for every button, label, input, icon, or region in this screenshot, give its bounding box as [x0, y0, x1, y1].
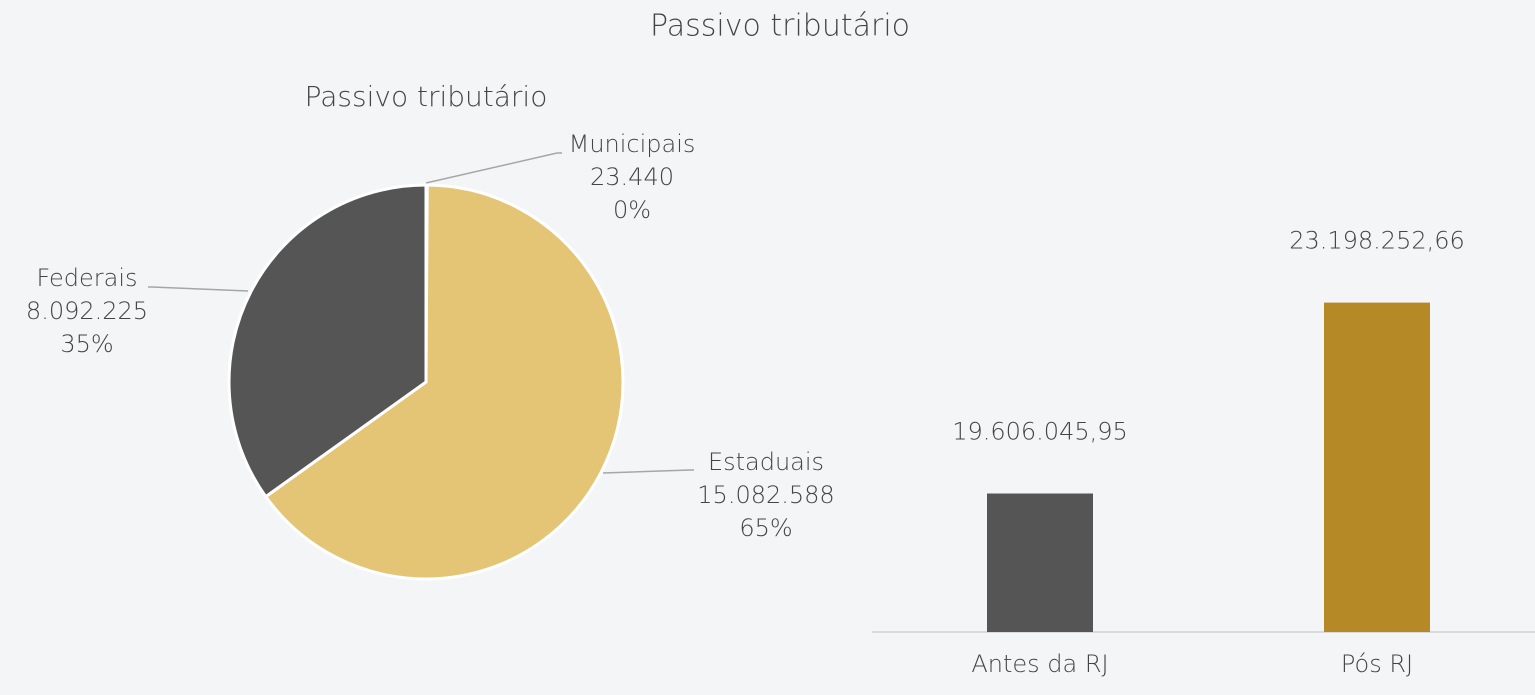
- bar-value-label: 19.606.045,95: [952, 418, 1128, 446]
- slice-value-label: 23.440: [590, 163, 674, 191]
- slice-label: Estaduais: [708, 448, 824, 476]
- leader-line: [425, 152, 562, 184]
- x-tick-label: Antes da RJ: [971, 650, 1108, 678]
- pie-slice: [227, 183, 428, 499]
- bar: [987, 493, 1093, 632]
- slice-label: Municipais: [569, 130, 696, 158]
- bar: [1324, 302, 1430, 632]
- pie-title: Passivo tributário: [305, 80, 548, 113]
- x-tick-label: Pós RJ: [1341, 650, 1413, 678]
- pie-slice: [263, 183, 625, 581]
- page-title: Passivo tributário: [650, 9, 910, 44]
- bar-value-label: 23.198.252,66: [1289, 227, 1465, 255]
- leader-line: [148, 286, 249, 292]
- slice-percent-label: 65%: [739, 514, 792, 542]
- leader-line: [602, 469, 694, 474]
- slice-percent-label: 0%: [613, 196, 651, 224]
- slice-value-label: 15.082.588: [697, 481, 834, 509]
- slice-label: Federais: [36, 264, 137, 292]
- slice-percent-label: 35%: [60, 330, 113, 358]
- slice-value-label: 8.092.225: [26, 297, 148, 325]
